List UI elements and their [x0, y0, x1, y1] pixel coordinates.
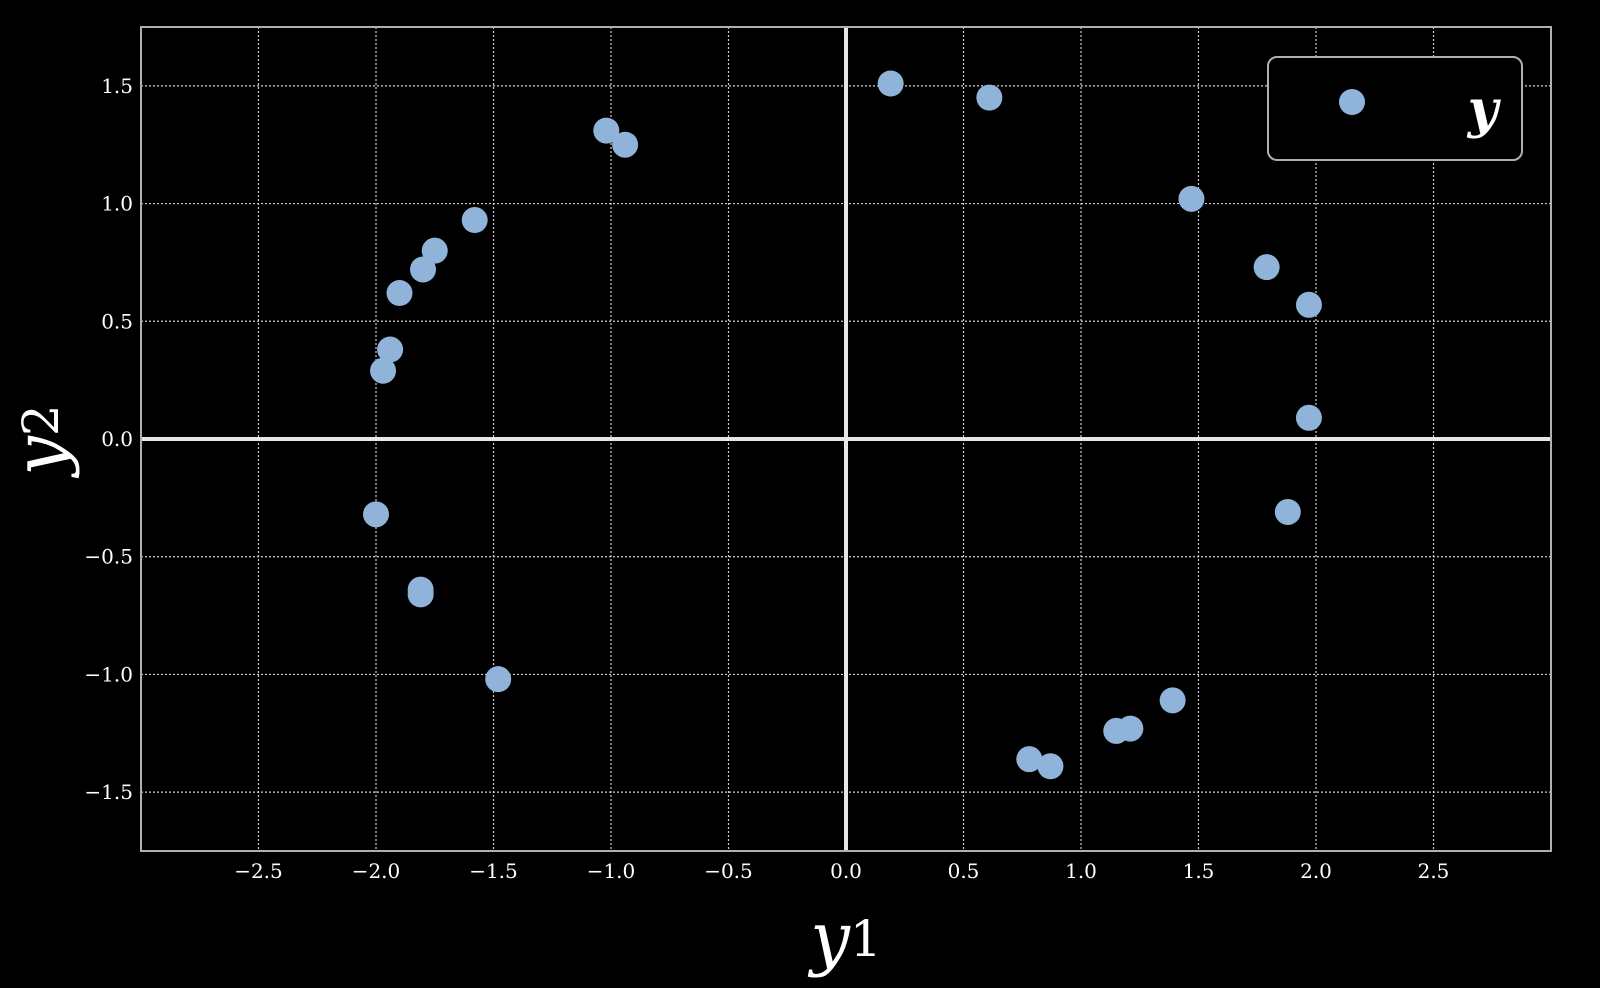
- y-tick-labels: −1.5 −1.0 −0.5 0.0 0.5 1.0 1.5: [84, 74, 133, 804]
- x-tick-label: 1.0: [1065, 859, 1097, 883]
- y-tick-label: 1.0: [101, 192, 133, 216]
- x-tick-label: 0.5: [948, 859, 980, 883]
- y-axis-label-main: y: [0, 435, 81, 479]
- data-point: [612, 131, 639, 158]
- data-point: [410, 256, 436, 283]
- legend-label: y: [1467, 79, 1502, 140]
- data-point: [976, 84, 1003, 111]
- zero-axis-lines: [141, 27, 1551, 851]
- legend-marker: [1339, 89, 1365, 115]
- x-tick-label: −1.0: [587, 859, 636, 883]
- x-axis-label: y1: [807, 897, 881, 979]
- data-point: [363, 501, 389, 528]
- data-point: [370, 357, 397, 384]
- x-tick-label: 2.5: [1418, 859, 1450, 883]
- data-point: [1295, 404, 1322, 431]
- data-point: [1037, 753, 1064, 780]
- x-axis-label-subscript: 1: [850, 910, 882, 968]
- y-tick-label: −1.0: [84, 662, 133, 686]
- legend-box: [1267, 56, 1523, 161]
- data-point: [1253, 254, 1280, 281]
- data-point: [1159, 687, 1186, 714]
- y-tick-label: 0.5: [101, 309, 133, 333]
- y-tick-label: 0.0: [101, 427, 133, 451]
- x-tick-label: −2.0: [352, 859, 401, 883]
- x-tick-label: −1.5: [469, 859, 518, 883]
- x-tick-label: 2.0: [1300, 859, 1332, 883]
- x-tick-label: −0.5: [704, 859, 753, 883]
- y-axis-label: y2: [0, 404, 81, 478]
- data-point: [421, 237, 448, 264]
- data-point: [1103, 717, 1130, 744]
- data-point: [377, 336, 404, 363]
- data-point: [386, 280, 413, 307]
- x-tick-labels: −2.5 −2.0 −1.5 −1.0 −0.5 0.0 0.5 1.0 1.5 2.0 2.5: [234, 859, 1449, 883]
- x-tick-label: 0.0: [830, 859, 862, 883]
- y-axis-label-subscript: 2: [12, 404, 70, 436]
- x-tick-label: 1.5: [1183, 859, 1215, 883]
- legend: y: [1267, 56, 1523, 161]
- y-tick-label: 1.5: [101, 74, 133, 98]
- data-point: [485, 666, 512, 693]
- data-point: [461, 207, 488, 234]
- data-point: [1295, 291, 1322, 318]
- y-tick-label: −0.5: [84, 545, 133, 569]
- y-tick-label: −1.5: [84, 780, 133, 804]
- data-point: [593, 117, 620, 144]
- data-points: [363, 70, 1322, 780]
- data-point: [1016, 746, 1043, 773]
- data-point: [1274, 498, 1301, 525]
- data-point: [407, 581, 434, 608]
- data-point: [877, 70, 904, 97]
- plot-frame: [140, 26, 1552, 852]
- data-point: [1178, 185, 1205, 212]
- x-axis-label-main: y: [807, 897, 851, 979]
- x-tick-label: −2.5: [234, 859, 283, 883]
